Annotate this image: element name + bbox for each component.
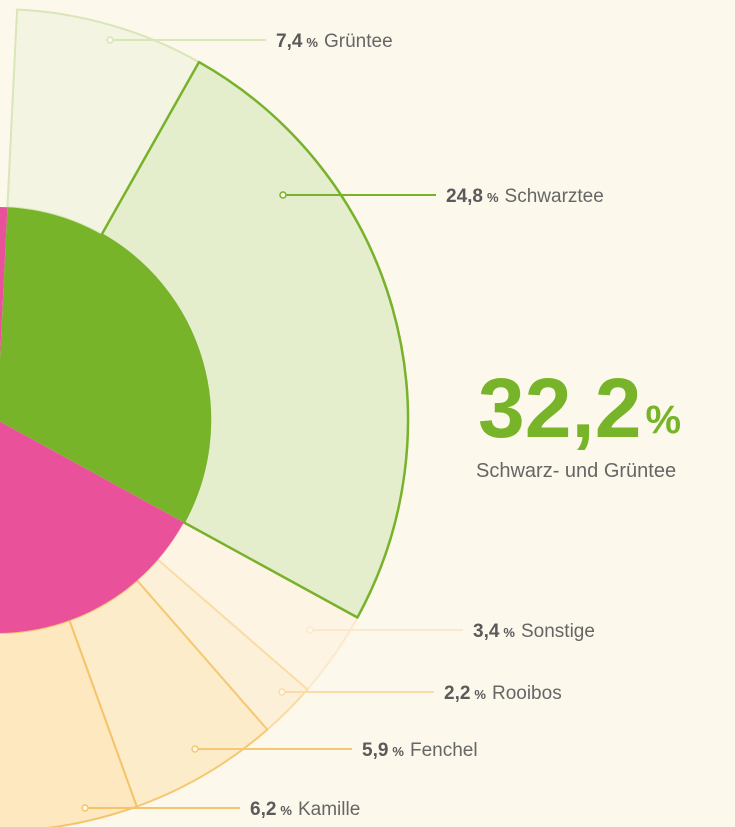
value-label: 5,9 (362, 740, 388, 761)
value-label: 6,2 (250, 799, 276, 820)
leader-dot (279, 191, 287, 199)
value-label: 3,4 (473, 621, 500, 642)
summary-label: Schwarz- und Grüntee (476, 460, 676, 482)
unit-label: % (280, 803, 292, 818)
inner-wedge (0, 207, 210, 523)
unit-label: % (487, 190, 499, 205)
category-label: Fenchel (410, 740, 478, 761)
category-label: Grüntee (324, 31, 393, 52)
inner-wedge (0, 207, 184, 633)
category-label: Sonstige (521, 621, 595, 642)
value-label: 24,8 (446, 186, 483, 207)
unit-label: % (306, 35, 318, 50)
value-label: 2,2 (444, 683, 470, 704)
leader-dot (106, 36, 114, 44)
leader-dot (81, 804, 89, 812)
unit-label: % (392, 744, 404, 759)
leader-dot (306, 626, 314, 634)
unit-label: % (474, 687, 486, 702)
summary-value: 32,2 (478, 361, 642, 455)
summary-unit: % (646, 398, 682, 442)
category-label: Rooibos (492, 683, 562, 704)
category-label: Schwarztee (505, 186, 604, 207)
unit-label: % (503, 625, 515, 640)
leader-dot (191, 745, 199, 753)
category-label: Kamille (298, 799, 360, 820)
value-label: 7,4 (276, 31, 303, 52)
leader-dot (278, 688, 286, 696)
